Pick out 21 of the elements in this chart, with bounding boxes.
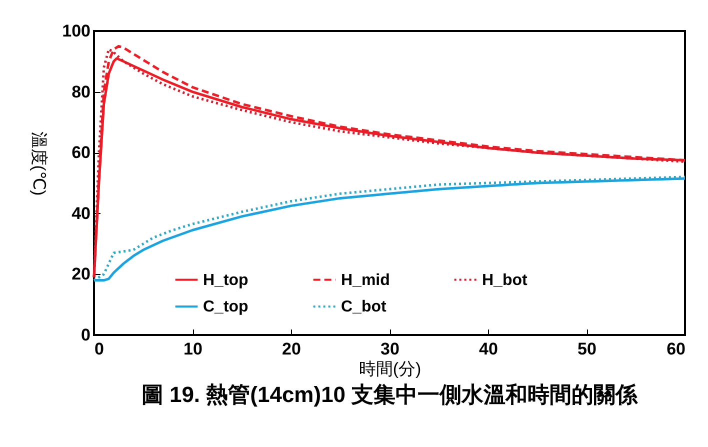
legend-label: C_top (203, 298, 249, 316)
x-tick-label: 0 (94, 340, 104, 358)
x-tick-label: 30 (380, 340, 400, 358)
x-axis-title: 時間(分) (358, 360, 422, 378)
x-tick-label: 50 (578, 340, 596, 358)
x-tick-label: 60 (666, 340, 686, 358)
y-tick-label: 40 (72, 204, 90, 223)
x-tick-label: 10 (184, 340, 202, 358)
y-axis-title: 溫度(℃) (30, 131, 48, 196)
legend-label: H_bot (482, 272, 528, 289)
y-tick-label: 100 (62, 22, 90, 40)
legend-label: C_bot (341, 298, 387, 316)
y-tick-label: 20 (72, 264, 90, 284)
y-tick-label: 60 (72, 143, 90, 162)
x-tick-label: 40 (479, 340, 498, 358)
text: 圖 19. 熱管(14cm)10 支集中一側水溫和時間的關係 (141, 382, 639, 407)
legend-label: H_mid (341, 272, 390, 289)
x-tick-label: 20 (282, 340, 301, 358)
legend-label: H_top (203, 272, 249, 289)
y-tick-label: 0 (81, 326, 90, 344)
y-tick-label: 80 (72, 82, 90, 102)
